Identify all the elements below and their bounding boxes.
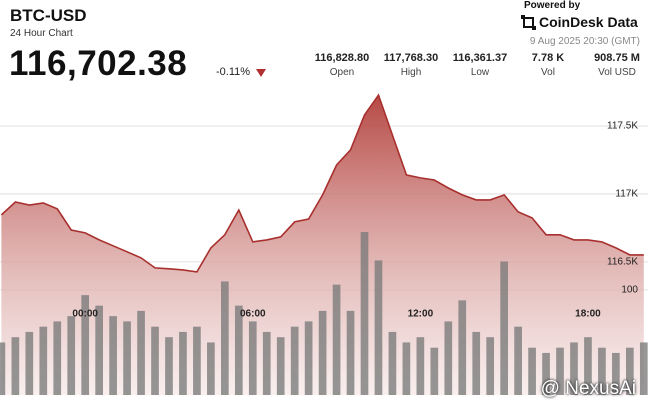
volume-bar	[430, 347, 439, 395]
volume-bar	[444, 321, 453, 395]
volume-bar	[109, 316, 117, 395]
x-tick-label: 00:00	[72, 309, 98, 320]
volume-bar	[570, 342, 578, 395]
volume-bar	[53, 321, 62, 395]
x-tick-label: 12:00	[408, 309, 434, 320]
volume-bar	[458, 300, 467, 395]
stat-value: 116,361.37	[452, 52, 508, 64]
stat-label: Vol	[541, 67, 555, 78]
volume-bar	[388, 331, 397, 395]
powered-by: Powered by	[524, 0, 581, 11]
volume-bar	[234, 305, 243, 395]
volume-bar	[374, 260, 383, 395]
volume-bar	[248, 321, 257, 395]
y-tick-label: 117K	[615, 189, 638, 200]
stat-label: Vol USD	[598, 67, 636, 78]
volume-bar	[262, 331, 271, 395]
volume-bar	[318, 310, 327, 395]
volume-bar	[626, 347, 634, 395]
y-tick-label: 116.5K	[607, 257, 638, 268]
volume-bar	[598, 347, 606, 395]
volume-bar	[290, 326, 299, 395]
volume-bar	[556, 347, 564, 395]
stat: 7.78 K Vol	[508, 52, 588, 78]
title: BTC-USD	[10, 6, 87, 25]
volume-bar	[528, 347, 536, 395]
stat: 908.75 M Vol USD	[577, 52, 648, 78]
timestamp: 9 Aug 2025 20:30 (GMT)	[529, 36, 640, 47]
volume-bar	[207, 342, 215, 395]
subtitle: 24 Hour Chart	[10, 28, 73, 39]
volume-bar	[514, 326, 522, 395]
volume-bar	[95, 305, 103, 395]
change: -0.11%	[216, 66, 251, 78]
y2-tick-label: 100	[621, 285, 638, 296]
volume-bar	[179, 331, 187, 395]
volume-bar	[360, 232, 369, 395]
volume-bar	[584, 337, 592, 395]
volume-bar	[67, 316, 76, 395]
stat-value: 7.78 K	[531, 52, 565, 64]
volume-bar	[486, 337, 495, 395]
volume-bar	[612, 352, 620, 395]
stat-label: Low	[470, 67, 490, 78]
stat: 117,768.30 High	[371, 52, 451, 78]
price-line	[0, 93, 644, 273]
volume-bar	[346, 310, 355, 395]
volume-bar	[304, 321, 313, 395]
price: 116,702.38	[9, 44, 188, 83]
volume-bar	[81, 295, 90, 395]
stat-value: 116,828.80	[314, 52, 370, 64]
volume-bar	[25, 331, 34, 395]
volume-bar	[123, 321, 131, 395]
volume-bar	[639, 342, 648, 395]
stat-value: 908.75 M	[594, 52, 640, 64]
x-tick-label: 18:00	[575, 309, 601, 320]
volume-bar	[0, 342, 6, 395]
volume-bar	[11, 337, 20, 395]
stat-label: High	[400, 67, 422, 78]
volume-bar	[137, 310, 145, 395]
stat-value: 117,768.30	[383, 52, 439, 64]
volume-bar	[542, 352, 550, 395]
x-tick-label: 06:00	[240, 309, 266, 320]
stat: 116,361.37 Low	[440, 52, 520, 78]
volume-bar	[332, 284, 341, 395]
volume-bar	[402, 342, 411, 395]
brand-name: CoinDesk Data	[539, 14, 638, 30]
volume-bar	[165, 337, 173, 395]
y-tick-label: 117.5K	[607, 121, 638, 132]
volume-bar	[193, 326, 201, 395]
volume-bar	[221, 281, 229, 395]
down-arrow	[256, 69, 266, 77]
volume-bar	[500, 261, 508, 395]
volume-bar	[39, 326, 48, 395]
stat-label: Open	[329, 67, 355, 78]
price-area	[1, 95, 644, 395]
volume-bar	[472, 331, 481, 395]
volume-bar	[151, 326, 159, 395]
volume-bar	[416, 337, 425, 395]
stat: 116,828.80 Open	[302, 52, 382, 78]
watermark: @ NexusAi	[540, 378, 636, 399]
logo	[521, 15, 536, 30]
volume-bar	[276, 337, 285, 395]
